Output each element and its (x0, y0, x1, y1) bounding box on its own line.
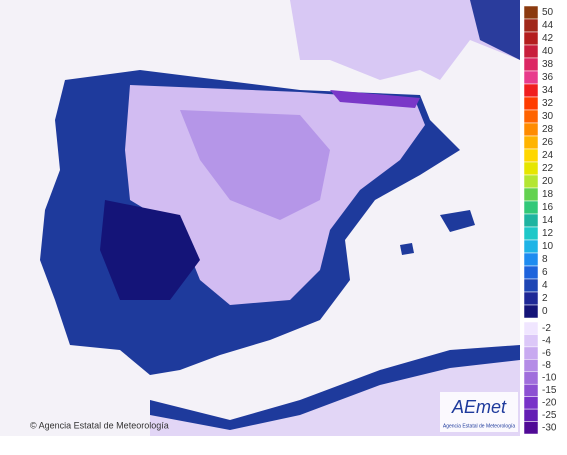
legend-swatch (523, 18, 539, 33)
legend-label: 16 (542, 202, 554, 213)
logo-box (440, 392, 518, 432)
legend-swatch (523, 421, 539, 435)
copyright: © Agencia Estatal de Meteorología (30, 420, 169, 430)
legend-swatch (523, 278, 539, 293)
logo-subtitle: Agencia Estatal de Meteorología (443, 423, 515, 429)
legend-swatch (523, 148, 539, 163)
legend-label: 6 (542, 267, 548, 278)
legend-swatch (523, 396, 539, 410)
legend-label: 18 (542, 189, 554, 200)
island (400, 243, 414, 255)
legend-label: 10 (542, 241, 554, 252)
legend-swatch (523, 371, 539, 385)
legend-label: -25 (542, 410, 557, 421)
legend-label: -2 (542, 323, 551, 334)
legend-label: 36 (542, 72, 554, 83)
legend-swatch (523, 359, 539, 373)
legend-label: 32 (542, 98, 554, 109)
legend-swatch (523, 334, 539, 348)
legend-swatch (523, 265, 539, 280)
legend-label: -10 (542, 373, 557, 384)
legend-swatch (523, 122, 539, 137)
land-north (290, 0, 520, 80)
legend-swatch (523, 200, 539, 215)
legend-label: 12 (542, 228, 554, 239)
legend-label: 34 (542, 85, 554, 96)
logo: AEmet (451, 397, 507, 417)
legend-label: -30 (542, 422, 557, 433)
southwest-warm (100, 200, 200, 300)
legend-label: -8 (542, 360, 551, 371)
legend-swatch (523, 96, 539, 111)
legend-label: -20 (542, 398, 557, 409)
legend-swatch (523, 321, 539, 335)
pyrenees (330, 90, 420, 108)
legend-label: 38 (542, 59, 554, 70)
legend-label: 14 (542, 215, 554, 226)
legend-swatch (523, 239, 539, 254)
legend-swatch (523, 383, 539, 397)
legend-label: 0 (542, 306, 548, 317)
legend-label: 22 (542, 163, 554, 174)
legend-swatch (523, 252, 539, 267)
legend-label: 24 (542, 150, 554, 161)
legend-label: 42 (542, 33, 554, 44)
legend-label: 40 (542, 46, 554, 57)
legend-swatch (523, 174, 539, 189)
legend-swatch (523, 135, 539, 150)
coast-north (470, 0, 520, 60)
legend-label: 28 (542, 124, 554, 135)
coast-africa (150, 345, 520, 430)
legend-label: -15 (542, 385, 557, 396)
legend-swatch (523, 44, 539, 59)
legend-label: 30 (542, 111, 554, 122)
legend-label: 26 (542, 137, 554, 148)
legend-label: -4 (542, 335, 551, 346)
legend: 5044424038363432302826242220181614121086… (523, 5, 557, 435)
legend-swatch (523, 346, 539, 360)
legend-swatch (523, 5, 539, 20)
legend-swatch (523, 226, 539, 241)
legend-label: 2 (542, 293, 548, 304)
legend-label: 50 (542, 7, 554, 18)
legend-swatch (523, 83, 539, 98)
legend-label: 4 (542, 280, 548, 291)
legend-swatch (523, 408, 539, 422)
legend-label: -6 (542, 348, 551, 359)
legend-swatch (523, 213, 539, 228)
interior-colder (180, 110, 330, 220)
legend-swatch (523, 70, 539, 85)
legend-swatch (523, 161, 539, 176)
legend-label: 8 (542, 254, 548, 265)
legend-swatch (523, 109, 539, 124)
legend-swatch (523, 57, 539, 72)
legend-label: 20 (542, 176, 554, 187)
legend-label: 44 (542, 20, 554, 31)
legend-swatch (523, 304, 539, 319)
legend-swatch (523, 31, 539, 46)
island (440, 210, 475, 232)
legend-swatch (523, 187, 539, 202)
legend-swatch (523, 291, 539, 306)
